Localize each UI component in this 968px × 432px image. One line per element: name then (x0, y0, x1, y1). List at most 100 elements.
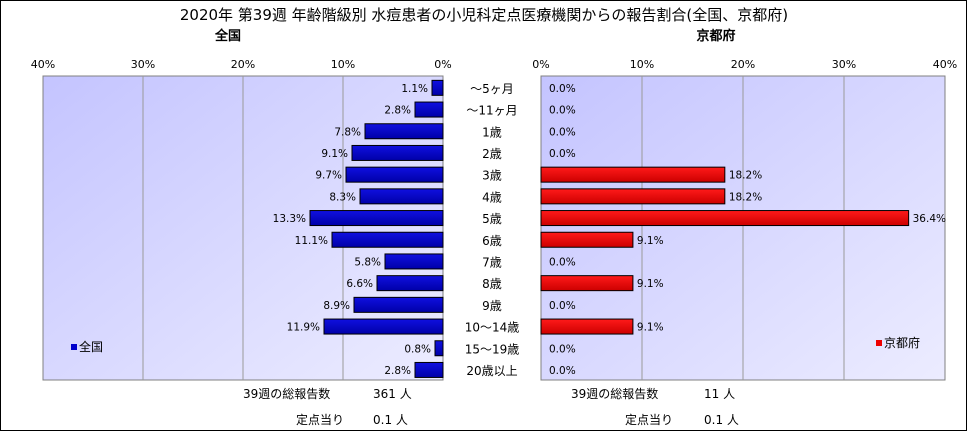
left-bar (414, 101, 444, 118)
left-bar (414, 361, 444, 378)
left-legend-label: 全国 (79, 339, 103, 354)
left-bar (364, 123, 444, 140)
right-data-label: 9.1% (637, 235, 664, 247)
national-per-site-label: 定点当り (296, 412, 344, 427)
national-total-label: 39週の総報告数 (243, 386, 330, 401)
right-tick-label: 40% (933, 58, 957, 71)
category-label: 20歳以上 (466, 364, 517, 378)
right-bar (540, 166, 726, 183)
right-data-label: 0.0% (549, 365, 576, 377)
national-total-value: 361 人 (373, 387, 412, 401)
category-labels: ～5ヶ月 ～11ヶ月 1歳 2歳 3歳 4歳 5歳 6歳 7歳 8歳 9歳 10～14歳 15～19歳 2… (465, 82, 520, 378)
left-panel: 40% 30% 20% 10% 0% 1.1%2.8%7.8%9.1%9.7%8.3%1… (31, 58, 452, 381)
left-legend-swatch (71, 344, 77, 350)
right-data-label: 0.0% (549, 148, 576, 160)
main-title: 2020年 第39週 年齢階級別 水痘患者の小児科定点医療機関からの報告割合(全… (180, 6, 788, 24)
kyoto-per-site-label: 定点当り (625, 412, 673, 427)
left-data-label: 11.1% (295, 235, 328, 247)
left-data-label: 9.7% (315, 170, 342, 182)
kyoto-total-value: 11 人 (704, 387, 735, 401)
left-data-label: 7.8% (334, 126, 361, 138)
left-data-label: 1.1% (401, 83, 428, 95)
left-data-label: 6.6% (346, 278, 373, 290)
category-label: 3歳 (482, 169, 502, 183)
national-notes: 39週の総報告数 361 人 定点当り 0.1 人 (243, 386, 412, 427)
kyoto-total-label: 39週の総報告数 (571, 386, 658, 401)
left-data-labels: 1.1% 2.8% 7.8% 9.1% 9.7% 8.3% 13.3% 11.1% 5.8% 6.… (273, 83, 431, 377)
category-label: 2歳 (482, 147, 502, 161)
right-data-label: 36.4% (913, 213, 946, 225)
category-label: 10～14歳 (465, 321, 520, 335)
right-gridlines (641, 76, 845, 380)
left-tick-label: 30% (131, 58, 155, 71)
right-panel: 0% 10% 20% 30% 40% 0.0% 0.0% 0.0% 0.0% 18.2% 18.2… (532, 58, 957, 381)
left-data-label: 5.8% (354, 256, 381, 268)
left-tick-label: 10% (331, 58, 355, 71)
left-bar (431, 79, 444, 96)
right-data-label: 18.2% (729, 191, 762, 203)
category-label: 8歳 (482, 277, 502, 291)
right-data-label: 0.0% (549, 343, 576, 355)
left-tick-label: 40% (31, 58, 55, 71)
left-data-label: 8.9% (323, 300, 350, 312)
left-tick-label: 20% (231, 58, 255, 71)
right-data-label: 0.0% (549, 105, 576, 117)
right-data-label: 9.1% (637, 322, 664, 334)
right-tick-label: 20% (731, 58, 755, 71)
right-bar (540, 275, 634, 292)
right-data-label: 0.0% (549, 83, 576, 95)
category-label: 9歳 (482, 299, 502, 313)
right-bar (540, 188, 726, 205)
left-bar (359, 188, 444, 205)
category-label: 15～19歳 (465, 342, 520, 356)
right-legend: 京都府 (876, 335, 920, 350)
left-data-label: 2.8% (384, 105, 411, 117)
category-label: 5歳 (482, 212, 502, 226)
category-label: 7歳 (482, 255, 502, 269)
left-legend: 全国 (71, 339, 103, 354)
right-data-label: 0.0% (549, 256, 576, 268)
right-axis-ticks: 0% 10% 20% 30% 40% (532, 58, 957, 71)
right-legend-label: 京都府 (884, 335, 920, 350)
right-data-label: 18.2% (729, 170, 762, 182)
left-bar (353, 296, 444, 313)
right-tick-label: 30% (832, 58, 856, 71)
left-bar (323, 318, 444, 335)
left-bar (331, 231, 444, 248)
left-tick-label: 0% (434, 58, 451, 71)
right-panel-title: 京都府 (696, 28, 735, 44)
kyoto-notes: 39週の総報告数 11 人 定点当り 0.1 人 (571, 386, 739, 427)
left-data-label: 0.8% (404, 343, 431, 355)
left-data-label: 13.3% (273, 213, 306, 225)
category-label: 6歳 (482, 234, 502, 248)
right-bar (540, 231, 634, 248)
right-legend-swatch (876, 340, 882, 346)
category-label: 4歳 (482, 190, 502, 204)
category-label: ～5ヶ月 (470, 82, 514, 96)
left-axis-ticks: 40% 30% 20% 10% 0% (31, 58, 452, 71)
left-bar (309, 210, 444, 227)
right-tick-label: 0% (532, 58, 549, 71)
left-data-label: 9.1% (321, 148, 348, 160)
left-bars (309, 79, 444, 378)
right-bars (540, 166, 910, 335)
left-bar (351, 144, 444, 161)
right-data-label: 0.0% (549, 126, 576, 138)
left-data-label: 2.8% (384, 365, 411, 377)
left-bar (384, 253, 444, 270)
left-bar (376, 275, 444, 292)
kyoto-per-site-value: 0.1 人 (704, 413, 739, 427)
right-bar (540, 210, 910, 227)
national-per-site-value: 0.1 人 (373, 413, 408, 427)
left-data-label: 11.9% (287, 322, 320, 334)
right-bar (540, 318, 634, 335)
left-bar (434, 340, 444, 357)
left-bar (345, 166, 444, 183)
left-panel-title: 全国 (214, 28, 241, 44)
right-tick-label: 10% (630, 58, 654, 71)
right-data-label: 0.0% (549, 300, 576, 312)
left-data-label: 8.3% (329, 191, 356, 203)
right-data-labels: 0.0% 0.0% 0.0% 0.0% 18.2% 18.2% 36.4% 9.1% 0.0% 9… (549, 83, 946, 377)
right-data-label: 9.1% (637, 278, 664, 290)
